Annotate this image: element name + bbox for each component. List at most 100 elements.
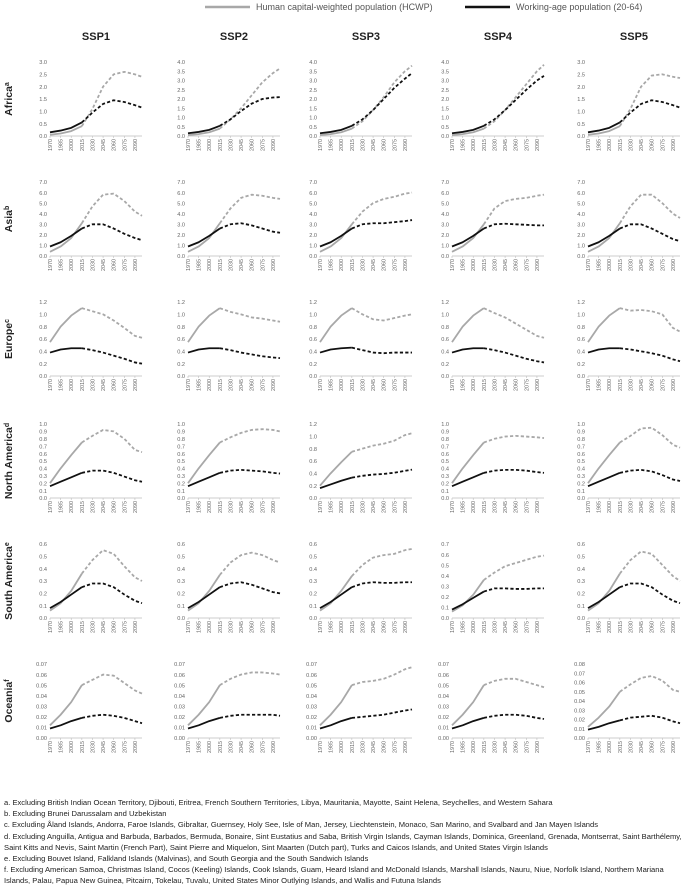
y-tick-label: 2.0 [441,97,449,103]
scenario-header-ssp3: SSP3 [352,31,380,43]
hcwp-line-historical [319,127,353,136]
panel-africa-ssp3: 0.0 0.5 1.0 1.5 2.0 2.5 3.0 3.5 4.0 1970 1985 2000 2… [309,60,413,151]
y-tick-label: 0.6 [177,542,185,548]
x-tick-label: 2090 [403,379,409,391]
y-tick-label: 0.8 [441,325,449,331]
x-tick-label: 2030 [360,501,366,513]
wap-line-projection [619,223,681,243]
y-tick-label: 0.1 [39,604,47,610]
y-tick-label: 0.01 [306,726,317,732]
y-tick-label: 0.8 [39,437,47,443]
x-tick-label: 2045 [503,259,509,271]
y-tick-label: 1.0 [177,422,185,428]
y-tick-label: 0.9 [577,430,585,436]
y-tick-label: 0.6 [177,337,185,343]
x-tick-label: 1985 [461,621,467,633]
wap-line-historical [451,124,485,135]
x-tick-label: 2030 [360,621,366,633]
x-tick-label: 2015 [80,741,86,753]
hcwp-line-historical [587,691,621,728]
x-tick-label: 1985 [197,139,203,151]
y-tick-label: 0.2 [39,362,47,368]
x-tick-label: 2075 [122,379,128,391]
y-tick-label: 1.5 [441,106,449,112]
wap-line-projection [81,582,143,605]
panel-europe-ssp1: 0.0 0.2 0.4 0.6 0.8 1.0 1.2 1970 1985 2000 2015 203… [39,300,143,391]
y-tick-label: 0.5 [177,459,185,465]
wap-line-projection [219,222,281,234]
x-tick-label: 2090 [535,741,541,753]
wap-line-projection [619,347,681,363]
y-tick-label: 0.8 [441,437,449,443]
hcwp-line-projection [351,307,413,322]
x-tick-label: 2060 [650,501,656,513]
y-tick-label: 0.04 [306,694,317,700]
y-tick-label: 0.5 [577,555,585,561]
wap-line-projection [483,587,544,593]
x-tick-label: 2060 [650,741,656,753]
x-tick-label: 2060 [250,501,256,513]
y-tick-label: 1.0 [177,244,185,250]
x-tick-label: 2090 [271,139,277,151]
wap-line-historical [319,476,353,489]
x-tick-label: 1970 [450,501,456,513]
x-tick-label: 2045 [503,139,509,151]
x-tick-label: 1985 [461,501,467,513]
x-tick-label: 2030 [492,621,498,633]
y-tick-label: 0.4 [39,467,47,473]
x-tick-label: 2090 [535,139,541,151]
hcwp-line-projection [219,67,281,130]
footnote-b: b. Excluding Brunei Darussalam and Uzbek… [4,809,167,819]
y-tick-label: 0.2 [441,595,449,601]
y-tick-label: 0.2 [577,592,585,598]
scenario-header-ssp2: SSP2 [220,31,248,43]
x-tick-label: 2060 [112,139,118,151]
y-tick-label: 0.0 [577,374,585,380]
y-tick-label: 0.4 [309,350,317,356]
y-tick-label: 3.0 [309,79,317,85]
y-tick-label: 3.0 [577,60,585,66]
x-tick-label: 2090 [535,621,541,633]
wap-line-projection [619,99,681,124]
y-tick-label: 0.06 [438,673,449,679]
x-tick-label: 2000 [607,501,613,513]
x-tick-label: 2075 [392,501,398,513]
x-tick-label: 2045 [503,501,509,513]
y-tick-label: 4.0 [577,212,585,218]
y-tick-label: 0.01 [574,727,585,733]
y-tick-label: 0.5 [441,125,449,131]
x-tick-label: 2090 [133,139,139,151]
x-tick-label: 2045 [239,139,245,151]
x-tick-label: 2075 [524,379,530,391]
y-tick-label: 0.2 [39,592,47,598]
y-tick-label: 0.06 [306,673,317,679]
x-tick-label: 1985 [329,139,335,151]
x-tick-label: 2000 [69,139,75,151]
hcwp-line-projection [351,64,413,130]
hcwp-line-projection [351,191,413,225]
y-tick-label: 2.5 [39,73,47,79]
panel-north-america-ssp1: 0.00.1 0.20.30.4 0.50.6 0.70.80.9 1.0 1970 198… [39,422,143,513]
y-tick-label: 0.4 [309,472,317,478]
x-tick-label: 2045 [371,139,377,151]
x-tick-label: 2000 [207,621,213,633]
panel-south-america-ssp4: 0.0 0.1 0.2 0.3 0.4 0.5 0.6 0.7 1970 1985 2000 2015… [441,542,545,633]
x-tick-label: 2060 [514,139,520,151]
hcwp-line-historical [187,307,221,343]
hcwp-line-projection [219,428,281,444]
y-tick-label: 0.8 [309,447,317,453]
x-tick-label: 2090 [403,621,409,633]
wap-line-historical [587,227,621,248]
region-label-africa: Africaa [3,82,15,116]
x-tick-label: 2090 [403,741,409,753]
y-tick-label: 1.0 [577,422,585,428]
hcwp-line-projection [351,432,413,453]
x-tick-label: 1985 [597,259,603,271]
panel-africa-ssp1: 0.0 0.5 1.0 1.5 2.0 2.5 3.0 1970 1985 2000 2015 203… [39,60,143,151]
x-tick-label: 1985 [197,741,203,753]
y-tick-label: 0.2 [441,481,449,487]
y-tick-label: 7.0 [309,180,317,186]
x-tick-label: 2060 [382,621,388,633]
x-tick-label: 1985 [461,741,467,753]
x-tick-label: 2030 [90,139,96,151]
